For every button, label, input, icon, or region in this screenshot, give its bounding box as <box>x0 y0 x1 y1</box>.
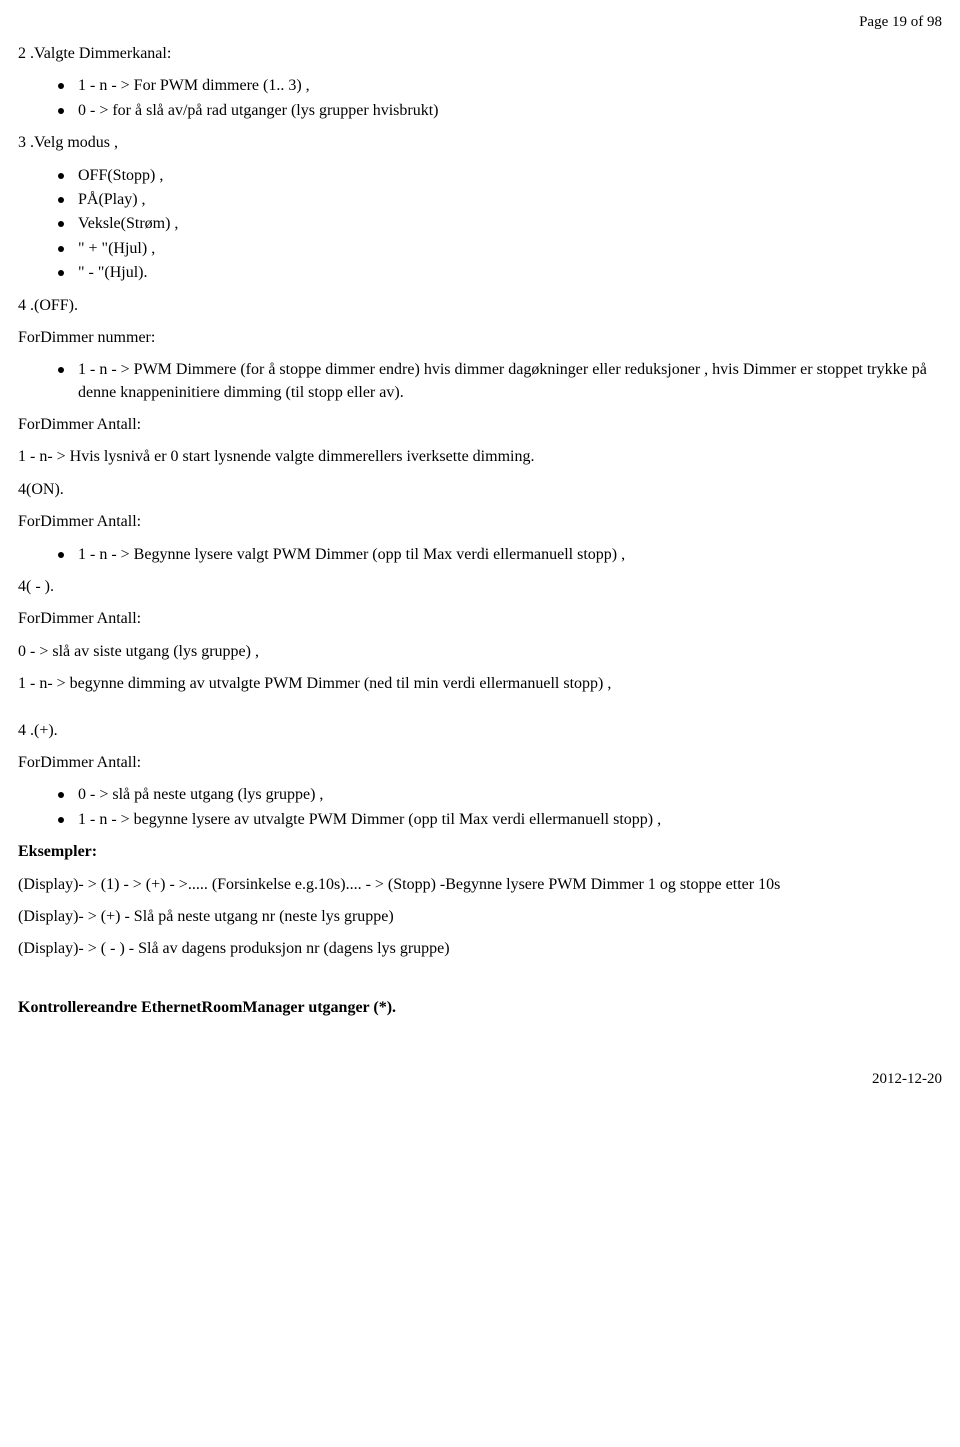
p-example-2: (Display)- > (+) - Slå på neste utgang n… <box>18 906 942 928</box>
heading-fordimmer-antall-1: ForDimmer Antall: <box>18 414 942 436</box>
list-antall4: 0 - > slå på neste utgang (lys gruppe) ,… <box>58 784 942 831</box>
list-item: 0 - > slå på neste utgang (lys gruppe) , <box>58 784 942 806</box>
page-number: Page 19 of 98 <box>18 12 942 33</box>
list-velg: OFF(Stopp) , PÅ(Play) , Veksle(Strøm) , … <box>58 165 942 285</box>
heading-valgte-dimmerkanal: 2 .Valgte Dimmerkanal: <box>18 43 942 65</box>
list-nummer: 1 - n - > PWM Dimmere (for å stoppe dimm… <box>58 359 942 404</box>
heading-fordimmer-antall-4: ForDimmer Antall: <box>18 752 942 774</box>
list-item: OFF(Stopp) , <box>58 165 942 187</box>
list-item: Veksle(Strøm) , <box>58 213 942 235</box>
list-item: 1 - n - > For PWM dimmere (1.. 3) , <box>58 75 942 97</box>
list-item: 1 - n - > begynne lysere av utvalgte PWM… <box>58 809 942 831</box>
p-example-3: (Display)- > ( - ) - Slå av dagens produ… <box>18 938 942 960</box>
list-item: PÅ(Play) , <box>58 189 942 211</box>
heading-plus: 4 .(+). <box>18 720 942 742</box>
heading-fordimmer-nummer: ForDimmer nummer: <box>18 327 942 349</box>
list-item: 1 - n - > Begynne lysere valgt PWM Dimme… <box>58 544 942 566</box>
heading-off: 4 .(OFF). <box>18 295 942 317</box>
heading-eksempler: Eksempler: <box>18 841 942 863</box>
p-antall3b: 1 - n- > begynne dimming av utvalgte PWM… <box>18 673 942 695</box>
footer-date: 2012-12-20 <box>18 1069 942 1090</box>
heading-on: 4(ON). <box>18 479 942 501</box>
list-antall2: 1 - n - > Begynne lysere valgt PWM Dimme… <box>58 544 942 566</box>
heading-minus: 4( - ). <box>18 576 942 598</box>
list-item: 1 - n - > PWM Dimmere (for å stoppe dimm… <box>58 359 942 404</box>
page-container: Page 19 of 98 2 .Valgte Dimmerkanal: 1 -… <box>0 0 960 1108</box>
heading-fordimmer-antall-2: ForDimmer Antall: <box>18 511 942 533</box>
list-item: 0 - > for å slå av/på rad utganger (lys … <box>58 100 942 122</box>
p-antall3a: 0 - > slå av siste utgang (lys gruppe) , <box>18 641 942 663</box>
list-item: " + "(Hjul) , <box>58 238 942 260</box>
heading-velg-modus: 3 .Velg modus , <box>18 132 942 154</box>
p-antall1: 1 - n- > Hvis lysnivå er 0 start lysnend… <box>18 446 942 468</box>
p-example-1: (Display)- > (1) - > (+) - >..... (Forsi… <box>18 874 942 896</box>
list-valgte: 1 - n - > For PWM dimmere (1.. 3) , 0 - … <box>58 75 942 122</box>
heading-fordimmer-antall-3: ForDimmer Antall: <box>18 608 942 630</box>
list-item: " - "(Hjul). <box>58 262 942 284</box>
heading-kontrollere: Kontrollereandre EthernetRoomManager utg… <box>18 997 942 1019</box>
